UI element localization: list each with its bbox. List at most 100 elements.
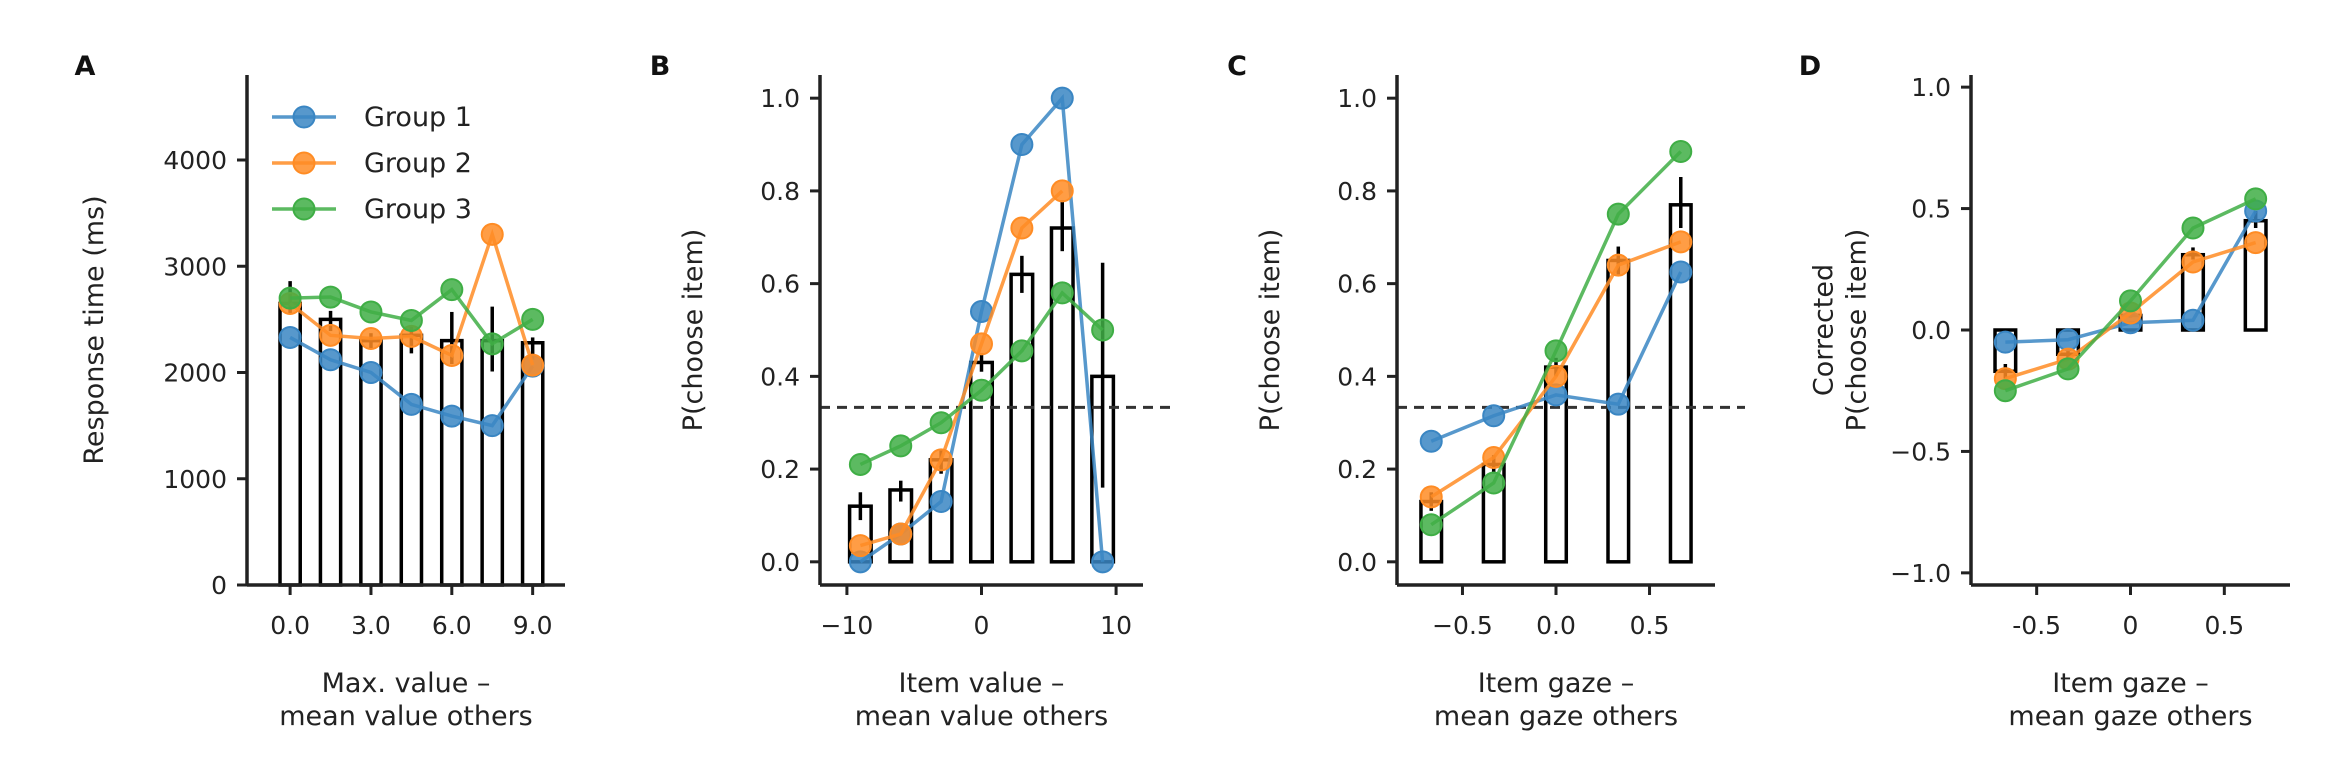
x-axis-label: Item gaze – <box>1478 668 1635 699</box>
y-tick-label: 2000 <box>163 359 227 388</box>
data-point-group-2 <box>440 344 464 367</box>
x-tick-label: 9.0 <box>513 611 553 640</box>
y-tick-label: 1.0 <box>760 84 800 113</box>
data-point-group-1 <box>1606 392 1630 416</box>
panel-letter: C <box>1227 51 1247 82</box>
data-point-group-1 <box>480 414 504 438</box>
data-point-group-3 <box>2056 357 2080 381</box>
data-point-group-1 <box>1482 404 1506 428</box>
data-point-group-2 <box>521 353 545 377</box>
data-point-group-3 <box>1606 202 1630 226</box>
bar <box>1049 226 1075 564</box>
panel-letter: A <box>75 51 96 82</box>
legend-label-group-2: Group 2 <box>364 148 472 179</box>
data-point-group-3 <box>1482 471 1506 495</box>
x-tick-label: 3.0 <box>351 611 391 640</box>
data-point-group-3 <box>1050 281 1074 305</box>
x-tick-label: -0.5 <box>2012 611 2061 640</box>
x-tick-label: 0 <box>974 611 990 640</box>
x-tick-label: 0.0 <box>270 611 310 640</box>
data-point-group-2 <box>2181 250 2205 274</box>
data-point-group-2 <box>848 534 872 558</box>
data-point-group-1 <box>2181 308 2205 332</box>
x-tick-label: 0 <box>2123 611 2139 640</box>
data-point-group-2 <box>359 327 383 350</box>
x-axis-label: mean value others <box>855 701 1108 732</box>
x-tick-label: 6.0 <box>432 611 472 640</box>
data-point-group-3 <box>521 307 545 331</box>
y-tick-label: 0.5 <box>1911 195 1951 224</box>
y-axis-label: P(choose item) <box>678 229 709 432</box>
y-tick-label: −1.0 <box>1890 559 1951 588</box>
y-tick-label: 0 <box>211 571 227 600</box>
data-point-group-2 <box>1419 485 1443 509</box>
legend: Group 1 Group 2 Group 3 <box>272 102 472 225</box>
data-point-group-1 <box>1419 429 1443 453</box>
x-axis-label: mean gaze others <box>2008 701 2252 732</box>
data-point-group-2 <box>970 332 993 356</box>
legend-label-group-1: Group 1 <box>364 102 472 133</box>
data-point-group-3 <box>1993 379 2017 403</box>
y-axis-label: P(choose item) <box>1842 229 1873 432</box>
y-tick-label: 0.2 <box>760 455 800 484</box>
x-tick-label: −0.5 <box>1432 611 1493 640</box>
data-point-group-1 <box>1010 133 1034 157</box>
data-point-group-3 <box>480 332 504 356</box>
y-tick-label: 0.8 <box>1337 177 1377 206</box>
data-point-group-1 <box>1050 86 1074 110</box>
x-tick-label: 0.0 <box>1536 611 1576 640</box>
y-tick-label: 1.0 <box>1337 84 1377 113</box>
data-point-group-3 <box>2181 216 2205 240</box>
data-point-group-1 <box>929 490 953 514</box>
y-tick-label: 1.0 <box>1911 73 1951 102</box>
y-tick-label: 0.4 <box>1337 362 1377 391</box>
y-tick-label: 0.2 <box>1337 455 1377 484</box>
x-tick-label: 0.5 <box>2204 611 2244 640</box>
data-point-group-3 <box>1091 318 1115 342</box>
data-point-group-3 <box>278 286 302 310</box>
data-point-group-3 <box>889 434 913 458</box>
data-point-group-3 <box>1419 513 1443 537</box>
panel-letter: D <box>1799 51 1821 82</box>
x-tick-label: −10 <box>821 611 874 640</box>
data-point-group-2 <box>480 222 504 246</box>
data-point-group-1 <box>2056 328 2080 352</box>
y-tick-label: 0.0 <box>760 548 800 577</box>
x-axis-label: Max. value – <box>322 668 491 699</box>
legend-marker-group-2 <box>292 151 316 175</box>
legend-marker-group-1 <box>292 105 316 129</box>
legend-label-group-3: Group 3 <box>364 194 472 225</box>
series-line-group-3 <box>1430 150 1683 527</box>
data-point-group-3 <box>399 308 423 332</box>
data-point-group-3 <box>1544 339 1568 363</box>
data-point-group-3 <box>359 300 383 324</box>
data-point-group-3 <box>2119 289 2142 313</box>
x-axis-label: Item value – <box>899 668 1065 699</box>
data-point-group-2 <box>929 448 953 472</box>
data-point-group-1 <box>1993 330 2017 354</box>
data-point-group-1 <box>1669 260 1693 284</box>
data-point-group-2 <box>1050 179 1074 203</box>
y-tick-label: 1000 <box>163 465 227 494</box>
data-point-group-2 <box>2244 231 2268 255</box>
panel-d: D −1.0 −0.5 0.0 0.5 1.0 -0.5 0 0.5 Item gaze –mea… <box>1799 51 2290 732</box>
bar <box>1668 203 1693 564</box>
panel-a: A 0 1000 2000 3000 4000 0.0 3.0 6.0 9.0 Max. value… <box>75 51 565 732</box>
data-point-group-1 <box>440 404 464 428</box>
y-axis-label: P(choose item) <box>1255 229 1286 432</box>
y-tick-label: 0.0 <box>1337 548 1377 577</box>
data-point-group-3 <box>1669 140 1693 163</box>
x-tick-label: 10 <box>1100 611 1132 640</box>
data-point-group-2 <box>889 522 913 546</box>
y-tick-label: 0.4 <box>760 362 800 391</box>
bar <box>439 338 464 587</box>
data-point-group-3 <box>970 378 993 402</box>
bar <box>480 338 505 587</box>
y-tick-label: 0.8 <box>760 177 800 206</box>
x-axis-label: mean value others <box>279 701 532 732</box>
data-point-group-1 <box>319 348 343 372</box>
data-point-group-1 <box>399 392 423 416</box>
y-tick-label: −0.5 <box>1890 437 1951 466</box>
x-tick-label: 0.5 <box>1630 611 1670 640</box>
